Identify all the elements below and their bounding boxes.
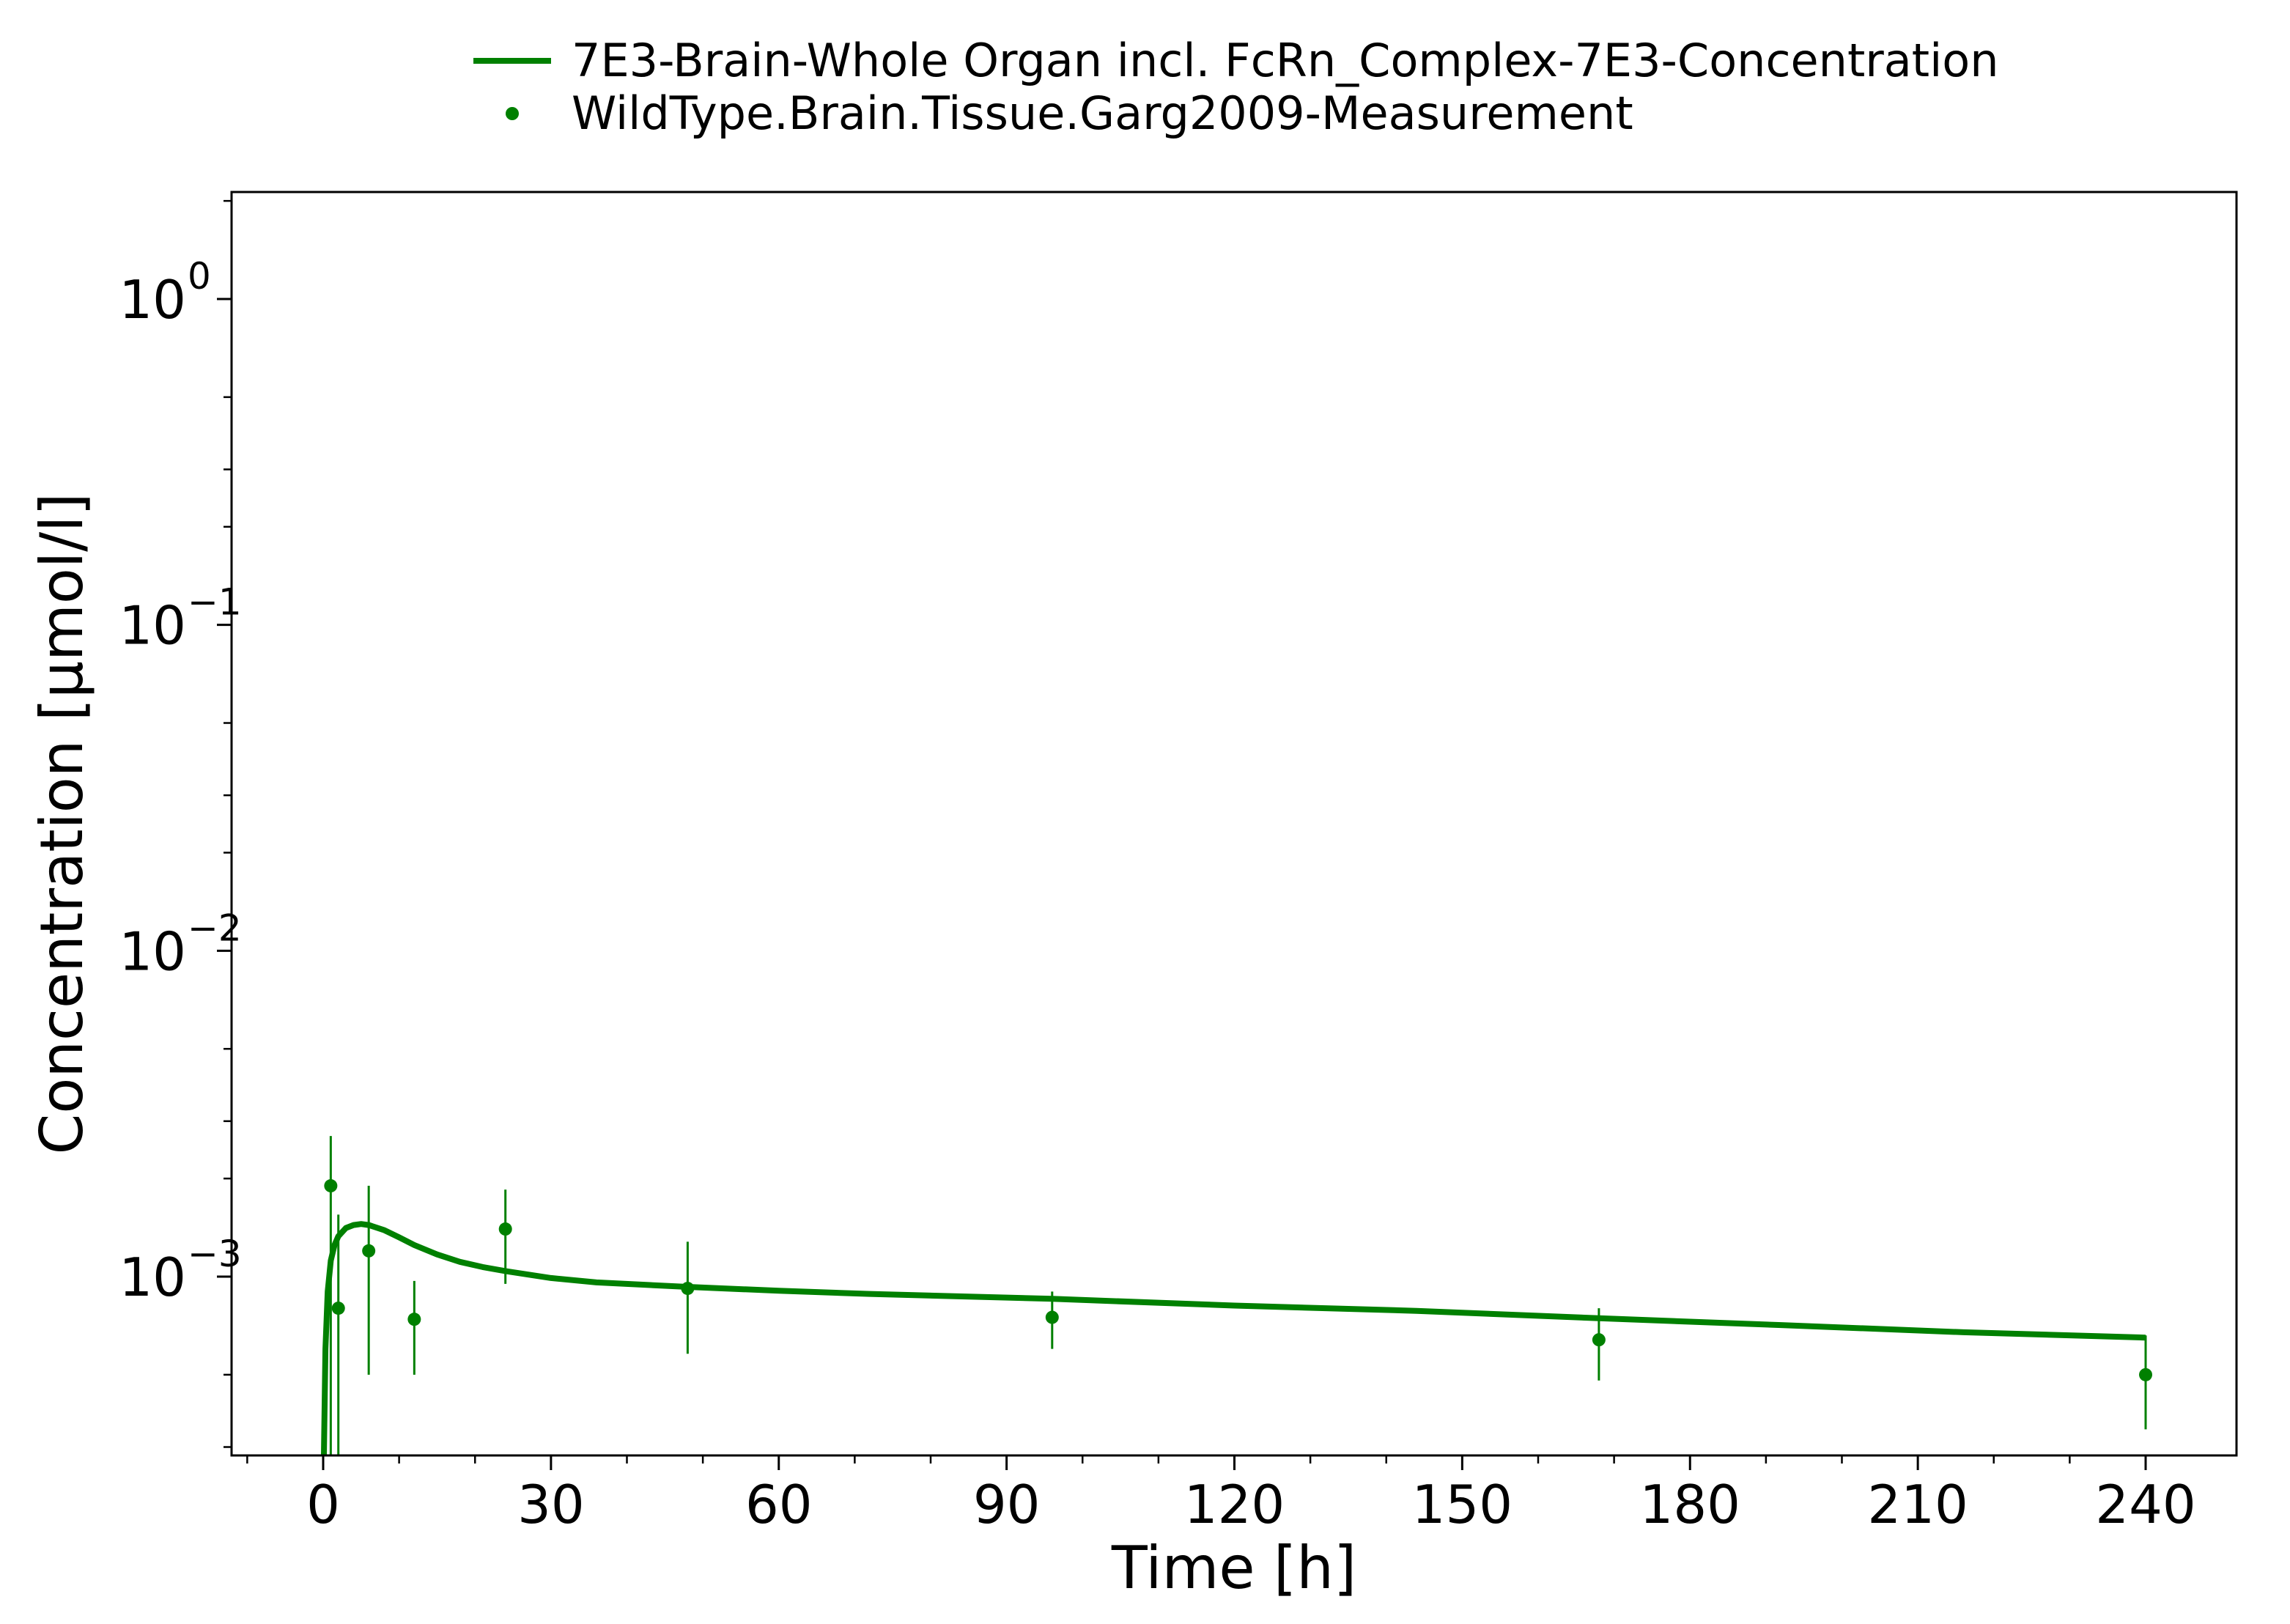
legend: 7E3-Brain-Whole Organ incl. FcRn_Complex… (473, 34, 1999, 140)
y-tick-label-base: 10 (119, 1247, 186, 1308)
y-axis-label: Concentration [µmol/l] (28, 493, 96, 1155)
data-layer (321, 1136, 2152, 1455)
x-tick-label: 180 (1640, 1474, 1740, 1535)
y-tick-label-exponent: −3 (188, 1233, 242, 1275)
measurement-point (681, 1282, 695, 1296)
plot-frame (230, 191, 2238, 1457)
measurement-point (331, 1302, 345, 1315)
y-tick-label-base: 10 (119, 269, 186, 331)
x-tick-label: 120 (1184, 1474, 1285, 1535)
x-axis-label: Time [h] (1111, 1534, 1356, 1602)
x-tick-label: 30 (517, 1474, 585, 1535)
x-tick-label: 150 (1412, 1474, 1512, 1535)
legend-label-simulation: 7E3-Brain-Whole Organ incl. FcRn_Complex… (572, 34, 1999, 87)
x-tick-label: 210 (1867, 1474, 1968, 1535)
measurement-point (407, 1313, 421, 1326)
legend-label-measurement: WildType.Brain.Tissue.Garg2009-Measureme… (572, 86, 1633, 140)
y-tick-label-exponent: 0 (188, 255, 211, 298)
x-tick-label: 240 (2095, 1474, 2195, 1535)
measurement-point (324, 1179, 338, 1193)
x-tick-label: 60 (745, 1474, 813, 1535)
legend-marker-swatch (506, 107, 519, 120)
measurement-point (2139, 1368, 2152, 1381)
measurement-point (1592, 1333, 1606, 1347)
y-tick-label-exponent: −1 (188, 581, 242, 624)
measurement-point (362, 1244, 376, 1258)
y-tick-label-base: 10 (119, 920, 186, 982)
x-tick-label: 0 (306, 1474, 340, 1535)
y-tick-label-base: 10 (119, 595, 186, 657)
x-tick-label: 90 (973, 1474, 1041, 1535)
y-tick-label-exponent: −2 (188, 907, 242, 949)
measurement-point (498, 1222, 512, 1236)
simulation-line (321, 1221, 2146, 1455)
measurement-point (1045, 1310, 1059, 1324)
x-axis: 0 30 60 90 120 150 180 210 240 (246, 1455, 2196, 1535)
